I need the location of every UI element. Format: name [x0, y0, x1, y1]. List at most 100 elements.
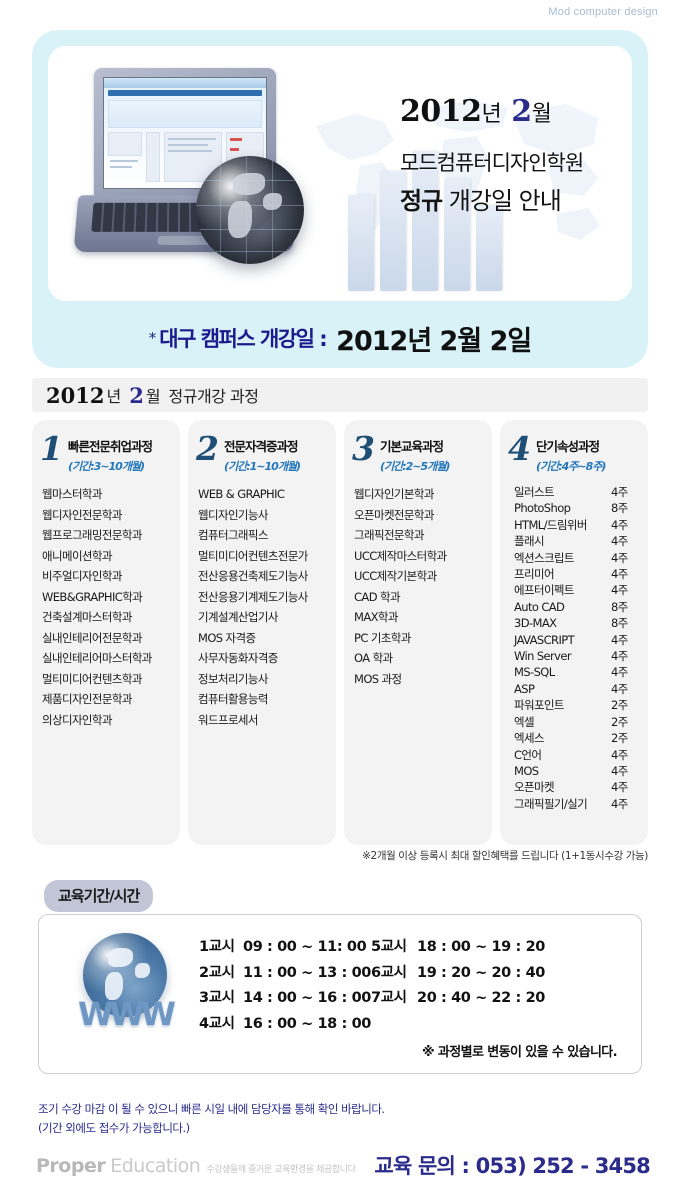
card-1-list: 웹마스터학과 웹디자인전문학과 웹프로그래밍전문학과 애니메이션학과 비주얼디자… [32, 476, 180, 730]
list-item[interactable]: 컴퓨터활용능력 [198, 692, 268, 706]
course-card-3[interactable]: 3 기본교육과정 (기간:2~5개월) 웹디자인기본학과 오픈마켓전문학과 그래… [344, 420, 492, 845]
hero-notice-line: 정규 개강일 안내 [400, 181, 632, 216]
course-duration: 8주 [611, 599, 628, 614]
list-item[interactable]: 엑셀 2주 [514, 714, 648, 730]
list-item[interactable]: CAD 학과 [354, 589, 401, 604]
list-item[interactable]: UCC제작기본학과 [354, 569, 437, 583]
list-item[interactable]: 그래픽전문학과 [354, 528, 424, 542]
course-name: 에프터이펙트 [514, 583, 574, 598]
campus-date-bar: * 대구 캠퍼스 개강일 : 2012년 2월 2일 [32, 310, 648, 366]
course-duration: 2주 [611, 731, 628, 746]
period-label: 7교시 [371, 990, 407, 1006]
list-item[interactable]: 오픈마켓 4주 [514, 779, 648, 795]
list-item[interactable]: 웹디자인기능사 [198, 507, 268, 522]
list-item[interactable]: OA 학과 [354, 651, 393, 665]
list-item[interactable]: 엑세스 2주 [514, 730, 648, 746]
list-item[interactable]: 프리미어 4주 [514, 566, 648, 582]
period-label: 6교시 [371, 964, 407, 981]
hero-year-suffix: 년 [481, 102, 502, 127]
period-time: 11 : 00 ~ 13 : 00 [243, 964, 371, 981]
list-item[interactable]: Win Server 4주 [514, 648, 648, 664]
list-item[interactable]: 전산응용기계제도기능사 [198, 589, 308, 604]
list-item[interactable]: MAX학과 [354, 610, 398, 624]
course-card-4[interactable]: 4 단기속성과정 (기간:4주~8주) 일러스트 4주 PhotoShop 8주 H… [500, 420, 648, 845]
list-item[interactable]: MS-SQL 4주 [514, 664, 648, 680]
list-item[interactable]: 오픈마켓전문학과 [354, 507, 434, 522]
list-item[interactable]: 3D-MAX 8주 [514, 615, 648, 631]
list-item[interactable]: 웹디자인전문학과 [42, 507, 122, 522]
list-item[interactable]: 일러스트 4주 [514, 484, 648, 500]
card-1-header: 1 빠른전문취업과정 (기간:3~10개월) [32, 430, 180, 476]
list-item[interactable]: 에프터이펙트 4주 [514, 582, 648, 598]
list-item[interactable]: 파워포인트 2주 [514, 697, 648, 713]
course-card-1[interactable]: 1 빠른전문취업과정 (기간:3~10개월) 웹마스터학과 웹디자인전문학과 웹… [32, 420, 180, 845]
list-item[interactable]: 애니메이션학과 [42, 548, 112, 563]
list-item[interactable]: 웹마스터학과 [42, 487, 102, 501]
period-label: 5교시 [371, 939, 407, 955]
course-name: 프리미어 [514, 567, 555, 582]
schedule-footnote: ※ 과정별로 변동이 있을 수 있습니다. [421, 1045, 618, 1060]
www-text: WWW [78, 995, 176, 1033]
list-item[interactable]: UCC제작마스터학과 [354, 548, 447, 563]
course-duration: 4주 [611, 517, 628, 532]
list-item[interactable]: WEB & GRAPHIC [198, 487, 285, 501]
list-item[interactable]: PC 기초학과 [354, 630, 411, 645]
list-item[interactable]: 플래시 4주 [514, 533, 648, 549]
list-item[interactable]: MOS 자격증 [198, 630, 256, 645]
globe-sphere-icon [83, 933, 167, 1017]
card-3-list: 웹디자인기본학과 오픈마켓전문학과 그래픽전문학과 UCC제작마스터학과 UCC… [344, 476, 492, 689]
logo-tagline: 수강생들께 즐거운 교육환경을 제공합니다 [206, 1165, 356, 1175]
list-item[interactable]: JAVASCRIPT 4주 [514, 632, 648, 648]
list-item[interactable]: 건축설계마스터학과 [42, 610, 132, 624]
card-3-header: 3 기본교육과정 (기간:2~5개월) [344, 430, 492, 476]
period-time: 09 : 00 ~ 11: 00 [243, 939, 367, 955]
schedule-badge: 교육기간/시간 [44, 880, 154, 912]
course-duration: 8주 [611, 501, 628, 516]
course-name: 엑션스크립트 [514, 550, 574, 565]
list-item[interactable]: 웹프로그래밍전문학과 [42, 528, 142, 542]
list-item[interactable]: 엑션스크립트 4주 [514, 550, 648, 566]
list-item[interactable]: 제품디자인전문학과 [42, 692, 132, 706]
list-item[interactable]: 전산응용건축제도기능사 [198, 569, 308, 583]
list-item[interactable]: PhotoShop 8주 [514, 500, 648, 516]
laptop-illustration [73, 68, 306, 268]
list-item[interactable]: MOS 과정 [354, 671, 402, 686]
list-item[interactable]: 비주얼디자인학과 [42, 569, 122, 583]
section-title-bar: 2012 년 2 월 정규개강 과정 [32, 378, 648, 412]
list-item[interactable]: C언어 4주 [514, 747, 648, 763]
list-item[interactable]: MOS 4주 [514, 763, 648, 779]
contact-phone[interactable]: 교육 문의 : 053) 252 - 3458 [374, 1154, 650, 1178]
list-item[interactable]: 기계설계산업기사 [198, 610, 278, 624]
list-item[interactable]: 실내인테리어전문학과 [42, 630, 142, 645]
card-3-number: 3 [352, 429, 375, 468]
schedule-row: 4교시 16 : 00 ~ 18 : 00 [199, 1012, 545, 1038]
list-item[interactable]: 의상디자인학과 [42, 712, 112, 727]
card-2-duration: (기간:1~10개월) [223, 460, 301, 473]
course-duration: 4주 [611, 780, 628, 795]
course-card-2[interactable]: 2 전문자격증과정 (기간:1~10개월) WEB & GRAPHIC 웹디자인… [188, 420, 336, 845]
www-globe-illustration: WWW [69, 933, 181, 1053]
hero-school-name: 모드컴퓨터디자인학원 [400, 151, 584, 175]
course-duration: 4주 [611, 550, 628, 565]
list-item[interactable]: Auto CAD 8주 [514, 599, 648, 615]
list-item[interactable]: 사무자동화자격증 [198, 651, 278, 665]
list-item[interactable]: 워드프로세서 [198, 712, 258, 727]
list-item[interactable]: 실내인테리어마스터학과 [42, 651, 152, 665]
list-item[interactable]: 멀티미디어컨텐츠전문가 [198, 548, 308, 563]
list-item[interactable]: HTML/드림위버 4주 [514, 517, 648, 533]
list-item[interactable]: 멀티미디어컨텐츠학과 [42, 671, 142, 686]
course-name: 엑세스 [514, 731, 545, 746]
list-item[interactable]: WEB&GRAPHIC학과 [42, 589, 143, 604]
section-month-suffix: 월 [145, 387, 161, 406]
list-item[interactable]: 웹디자인기본학과 [354, 487, 434, 501]
list-item[interactable]: 그래픽필기/실기 4주 [514, 796, 648, 812]
list-item[interactable]: ASP 4주 [514, 681, 648, 697]
list-item[interactable]: 정보처리기능사 [198, 671, 268, 686]
list-item[interactable]: 컴퓨터그래픽스 [198, 528, 268, 542]
globe-icon [196, 156, 304, 264]
card-4-title: 단기속성과정 [535, 439, 600, 454]
course-duration: 4주 [611, 681, 628, 696]
footer-note-line-1: 조기 수강 마감 이 될 수 있으니 빠른 시일 내에 담당자를 통해 확인 바… [38, 1102, 385, 1116]
course-name: Auto CAD [514, 599, 565, 614]
footer-note: 조기 수강 마감 이 될 수 있으니 빠른 시일 내에 담당자를 통해 확인 바… [38, 1100, 385, 1138]
